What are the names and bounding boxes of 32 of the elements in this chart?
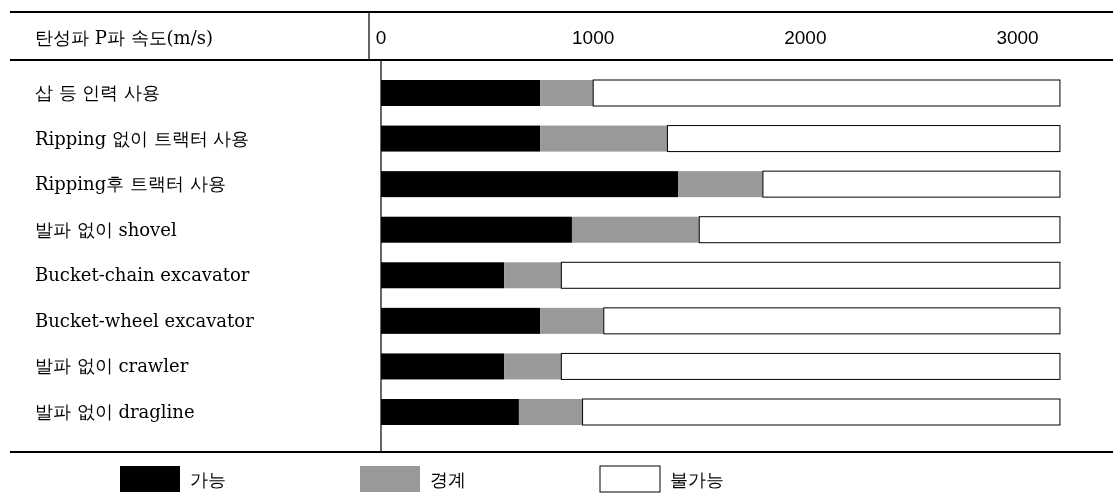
bar xyxy=(666,125,1061,153)
bar xyxy=(592,79,1061,107)
legend-label: 경계 xyxy=(430,469,466,490)
y-tick-label: Bucket-chain excavator xyxy=(35,264,250,286)
bar xyxy=(603,307,1061,335)
y-tick-label: 삽 등 인력 사용 xyxy=(35,82,161,103)
y-tick-label: 발파 없이 dragline xyxy=(35,401,195,422)
bar xyxy=(540,80,594,106)
y-tick-label: 발파 없이 shovel xyxy=(35,218,177,240)
x-tick-label: 3000 xyxy=(996,27,1039,48)
legend-label: 가능 xyxy=(190,469,226,490)
y-tick-label: Bucket-wheel excavator xyxy=(35,309,255,331)
x-axis-title: 탄성파 P파 속도(m/s) xyxy=(35,27,213,48)
legend-label: 불가능 xyxy=(670,469,724,490)
bar xyxy=(678,171,763,198)
x-tick-label: 0 xyxy=(375,27,387,48)
x-tick-label: 2000 xyxy=(784,27,827,48)
bar xyxy=(762,170,1061,198)
bar xyxy=(571,216,700,243)
bar xyxy=(560,261,1061,289)
bar xyxy=(540,125,668,152)
bar xyxy=(560,352,1061,380)
bar xyxy=(582,398,1061,426)
bar xyxy=(504,262,562,289)
bar xyxy=(518,399,583,425)
bar xyxy=(698,216,1061,244)
y-tick-label: 발파 없이 crawler xyxy=(35,355,189,377)
bar xyxy=(540,307,604,334)
y-tick-label: Ripping 없이 트랙터 사용 xyxy=(35,127,250,149)
y-tick-label: Ripping후 트랙터 사용 xyxy=(35,173,226,195)
bar xyxy=(504,353,562,380)
x-tick-label: 1000 xyxy=(572,27,615,48)
